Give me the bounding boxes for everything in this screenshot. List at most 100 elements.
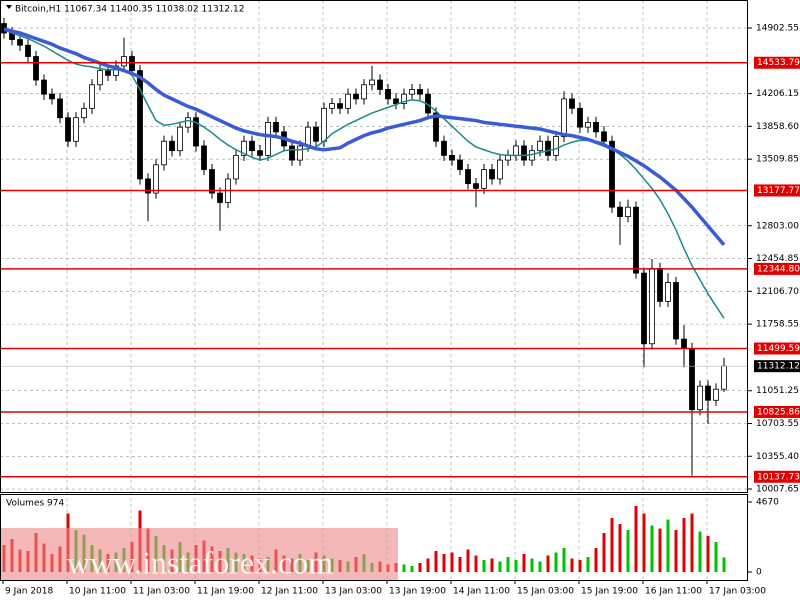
x-tick-label: 10 Jan 11:00 <box>69 587 126 597</box>
candle-body <box>209 169 215 194</box>
candle-body <box>409 89 415 95</box>
main-frame <box>0 0 748 493</box>
volume-tick-label: 4670 <box>756 498 779 508</box>
y-tick-label: 12803.00 <box>756 221 799 231</box>
candle-body <box>649 268 655 345</box>
candle-body <box>665 282 671 302</box>
candle-body <box>577 107 583 128</box>
candle-body <box>289 145 295 161</box>
front-layer: 14902.55 14206.15 13858.60 13509.85 12803.00… <box>0 24 800 597</box>
candle-body <box>481 169 487 189</box>
x-tick-label: 15 Jan 03:00 <box>517 587 574 597</box>
candle-body <box>265 122 271 156</box>
level-label-box <box>754 184 800 197</box>
candle-body <box>641 272 647 345</box>
candle-body <box>217 192 223 203</box>
y-tick-label: 10703.55 <box>756 419 799 429</box>
x-tick-label: 15 Jan 19:00 <box>581 587 638 597</box>
candle-body <box>417 89 423 95</box>
last-price-box <box>754 360 800 373</box>
candle-body <box>185 117 191 128</box>
y-tick-label: 10355.40 <box>756 452 799 462</box>
candle-body <box>25 44 31 57</box>
watermark-box <box>0 528 398 580</box>
candle-body <box>721 365 727 390</box>
level-label: 12344.80 <box>757 264 800 274</box>
candle-body <box>569 98 575 109</box>
candle-body <box>121 56 127 67</box>
candle-body <box>673 282 679 340</box>
candle-body <box>177 126 183 152</box>
x-tick-label: 16 Jan 11:00 <box>645 587 702 597</box>
candle-body <box>601 131 607 142</box>
level-label: 13177.77 <box>757 186 800 196</box>
y-tick-label: 13858.60 <box>756 122 799 132</box>
candle-body <box>337 103 343 109</box>
candle-body <box>49 93 55 100</box>
level-label: 11499.59 <box>757 344 800 354</box>
level-label-box <box>754 470 800 483</box>
x-tick-label: 13 Jan 19:00 <box>389 587 446 597</box>
candle-body <box>537 140 543 152</box>
candle-body <box>345 93 351 109</box>
candle-body <box>561 98 567 137</box>
candle-body <box>329 103 335 109</box>
candle-body <box>65 117 71 142</box>
y-tick-label: 11051.25 <box>756 386 799 396</box>
candle-body <box>105 70 111 76</box>
candle-body <box>617 206 623 218</box>
candle-body <box>33 56 39 81</box>
candle-body <box>73 117 79 142</box>
y-tick-label: 11758.55 <box>756 320 799 330</box>
candle-body <box>689 348 695 411</box>
candle-body <box>17 39 23 46</box>
candle-body <box>273 122 279 133</box>
candle-body <box>113 65 119 76</box>
candle-body <box>89 84 95 109</box>
x-tick-label: 9 Jan 2018 <box>5 587 53 597</box>
menu-icon <box>6 5 12 9</box>
candle-body <box>305 126 311 147</box>
candle-body <box>473 183 479 189</box>
candle-body <box>593 122 599 133</box>
candle-body <box>161 140 167 166</box>
candle-body <box>433 112 439 142</box>
candle-body <box>681 338 687 349</box>
candle-body <box>297 145 303 161</box>
volume-title: Volumes 974 <box>6 499 64 509</box>
candle-body <box>233 154 239 180</box>
y-tick-label: 14902.55 <box>756 24 799 34</box>
candle-body <box>41 79 47 95</box>
level-label-box <box>754 405 800 418</box>
candle-body <box>489 169 495 180</box>
x-tick-label: 11 Jan 19:00 <box>197 587 254 597</box>
x-tick-label: 17 Jan 03:00 <box>709 587 766 597</box>
candle-body <box>249 140 255 152</box>
candle-body <box>361 84 367 100</box>
candle-body <box>377 79 383 90</box>
candle-body <box>201 145 207 170</box>
volume-frame <box>0 494 748 581</box>
candle-body <box>697 385 703 411</box>
candle-body <box>241 140 247 156</box>
candle-body <box>313 126 319 142</box>
y-tick-label: 14206.15 <box>756 89 799 99</box>
candle-body <box>449 154 455 161</box>
x-tick-label: 12 Jan 11:00 <box>261 587 318 597</box>
candle-body <box>553 136 559 156</box>
back-layer <box>0 0 748 580</box>
moving-average <box>3 27 726 247</box>
x-tick-label: 14 Jan 11:00 <box>453 587 510 597</box>
level-label: 10137.73 <box>757 472 800 482</box>
candle-body <box>657 268 663 302</box>
candle-body <box>705 385 711 401</box>
candle-body <box>465 169 471 185</box>
candle-body <box>513 145 519 156</box>
candle-body <box>169 140 175 152</box>
x-tick-label: 13 Jan 03:00 <box>325 587 382 597</box>
candle-body <box>385 89 391 100</box>
chart-title: Bitcoin,H1 11067.34 11400.35 11038.02 11… <box>15 5 244 15</box>
candle-body <box>393 98 399 104</box>
